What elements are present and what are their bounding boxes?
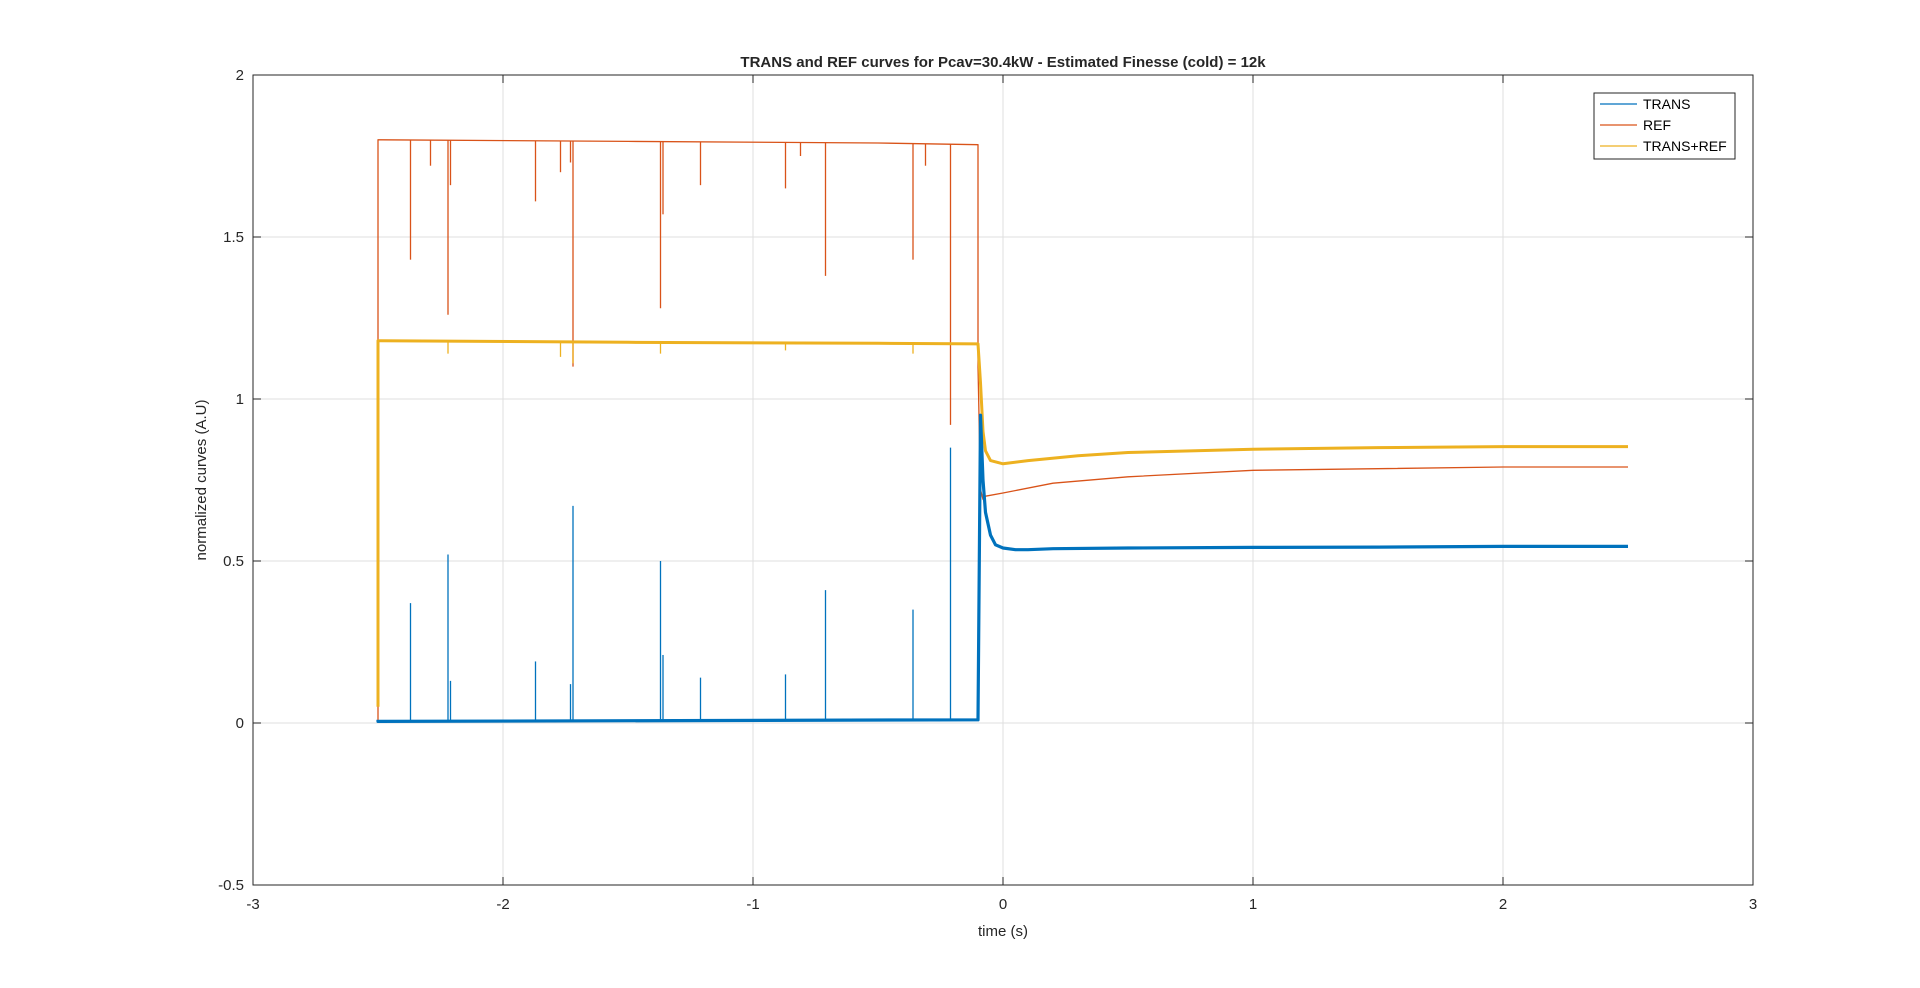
legend-label-ref: REF (1643, 117, 1671, 133)
x-tick-label: 0 (999, 896, 1007, 913)
y-tick-label: 1.5 (223, 229, 244, 246)
x-tick-label: 1 (1249, 896, 1257, 913)
x-tick-label: -3 (246, 896, 259, 913)
y-axis-label: normalized curves (A.U) (193, 400, 210, 561)
y-tick-label: -0.5 (218, 877, 244, 894)
series-trans-ref (376, 339, 1628, 707)
legend: TRANS REF TRANS+REF (1593, 92, 1736, 160)
x-tick-label: -1 (746, 896, 759, 913)
y-tick-labels: -0.5 0 0.5 1 1.5 2 (218, 67, 244, 894)
x-tick-label: 3 (1749, 896, 1757, 913)
legend-label-trans: TRANS (1643, 96, 1690, 112)
legend-label-trans-ref: TRANS+REF (1643, 138, 1727, 154)
grid-lines (253, 75, 1753, 885)
series-line-trans (376, 413, 1628, 723)
x-tick-label: 2 (1499, 896, 1507, 913)
plot-series (376, 139, 1628, 723)
y-tick-label: 0.5 (223, 553, 244, 570)
y-tick-label: 0 (236, 715, 244, 732)
y-tick-label: 1 (236, 391, 244, 408)
series-trans (376, 413, 1628, 723)
x-tick-label: -2 (496, 896, 509, 913)
x-axis-label: time (s) (978, 923, 1028, 940)
chart-title: TRANS and REF curves for Pcav=30.4kW - E… (740, 54, 1266, 71)
y-tick-label: 2 (236, 67, 244, 84)
series-line-trans-ref (376, 339, 1628, 707)
x-tick-labels: -3 -2 -1 0 1 2 3 (246, 896, 1757, 913)
legend-entry-ref: REF (1600, 117, 1671, 133)
axis-ticks (252, 74, 1754, 886)
legend-entry-trans: TRANS (1600, 96, 1690, 112)
legend-entry-trans-ref: TRANS+REF (1600, 138, 1727, 154)
